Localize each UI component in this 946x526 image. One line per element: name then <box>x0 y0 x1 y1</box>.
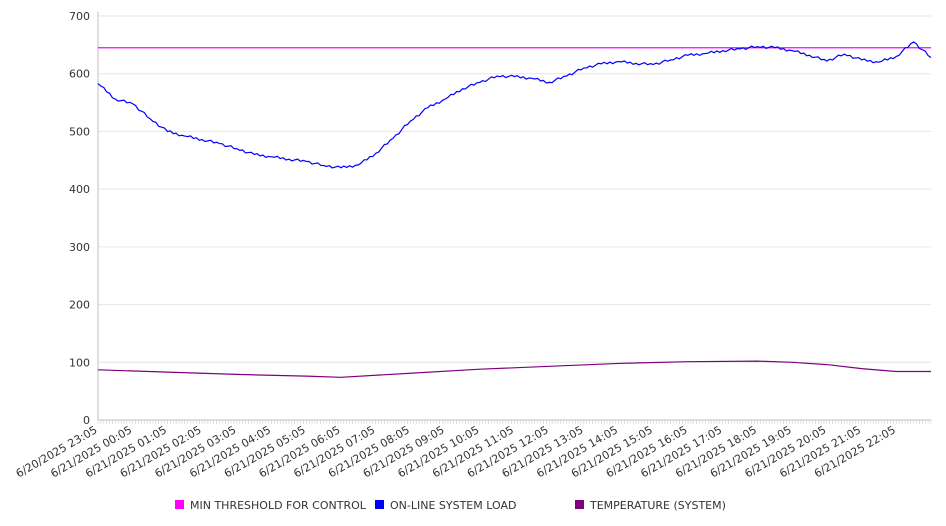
y-tick-label: 300 <box>69 241 90 254</box>
y-tick-label: 0 <box>83 414 90 427</box>
legend: MIN THRESHOLD FOR CONTROL ON-LINE SYSTEM … <box>175 499 726 512</box>
series-line-on-line-system-load <box>97 41 932 169</box>
legend-label-temperature-system: TEMPERATURE (SYSTEM) <box>589 499 726 512</box>
y-tick-label: 700 <box>69 10 90 23</box>
x-axis-tick-labels: 6/20/2025 23:056/21/2025 00:056/21/2025 … <box>14 423 898 480</box>
y-tick-label: 200 <box>69 299 90 312</box>
legend-swatch-on-line-system-load <box>375 500 384 509</box>
y-tick-label: 500 <box>69 125 90 138</box>
legend-swatch-temperature-system <box>575 500 584 509</box>
y-tick-label: 400 <box>69 183 90 196</box>
series-lines <box>97 41 932 378</box>
grid-lines <box>98 15 931 363</box>
legend-swatch-min-threshold-for-control <box>175 500 184 509</box>
legend-label-min-threshold-for-control: MIN THRESHOLD FOR CONTROL <box>190 499 367 512</box>
y-tick-label: 600 <box>69 68 90 81</box>
y-tick-label: 100 <box>69 356 90 369</box>
y-axis-tick-labels: 0 100 200 300 400 500 600 700 <box>69 10 90 427</box>
series-line-temperature-system <box>97 360 931 378</box>
axes <box>97 12 932 424</box>
legend-label-on-line-system-load: ON-LINE SYSTEM LOAD <box>390 499 516 512</box>
